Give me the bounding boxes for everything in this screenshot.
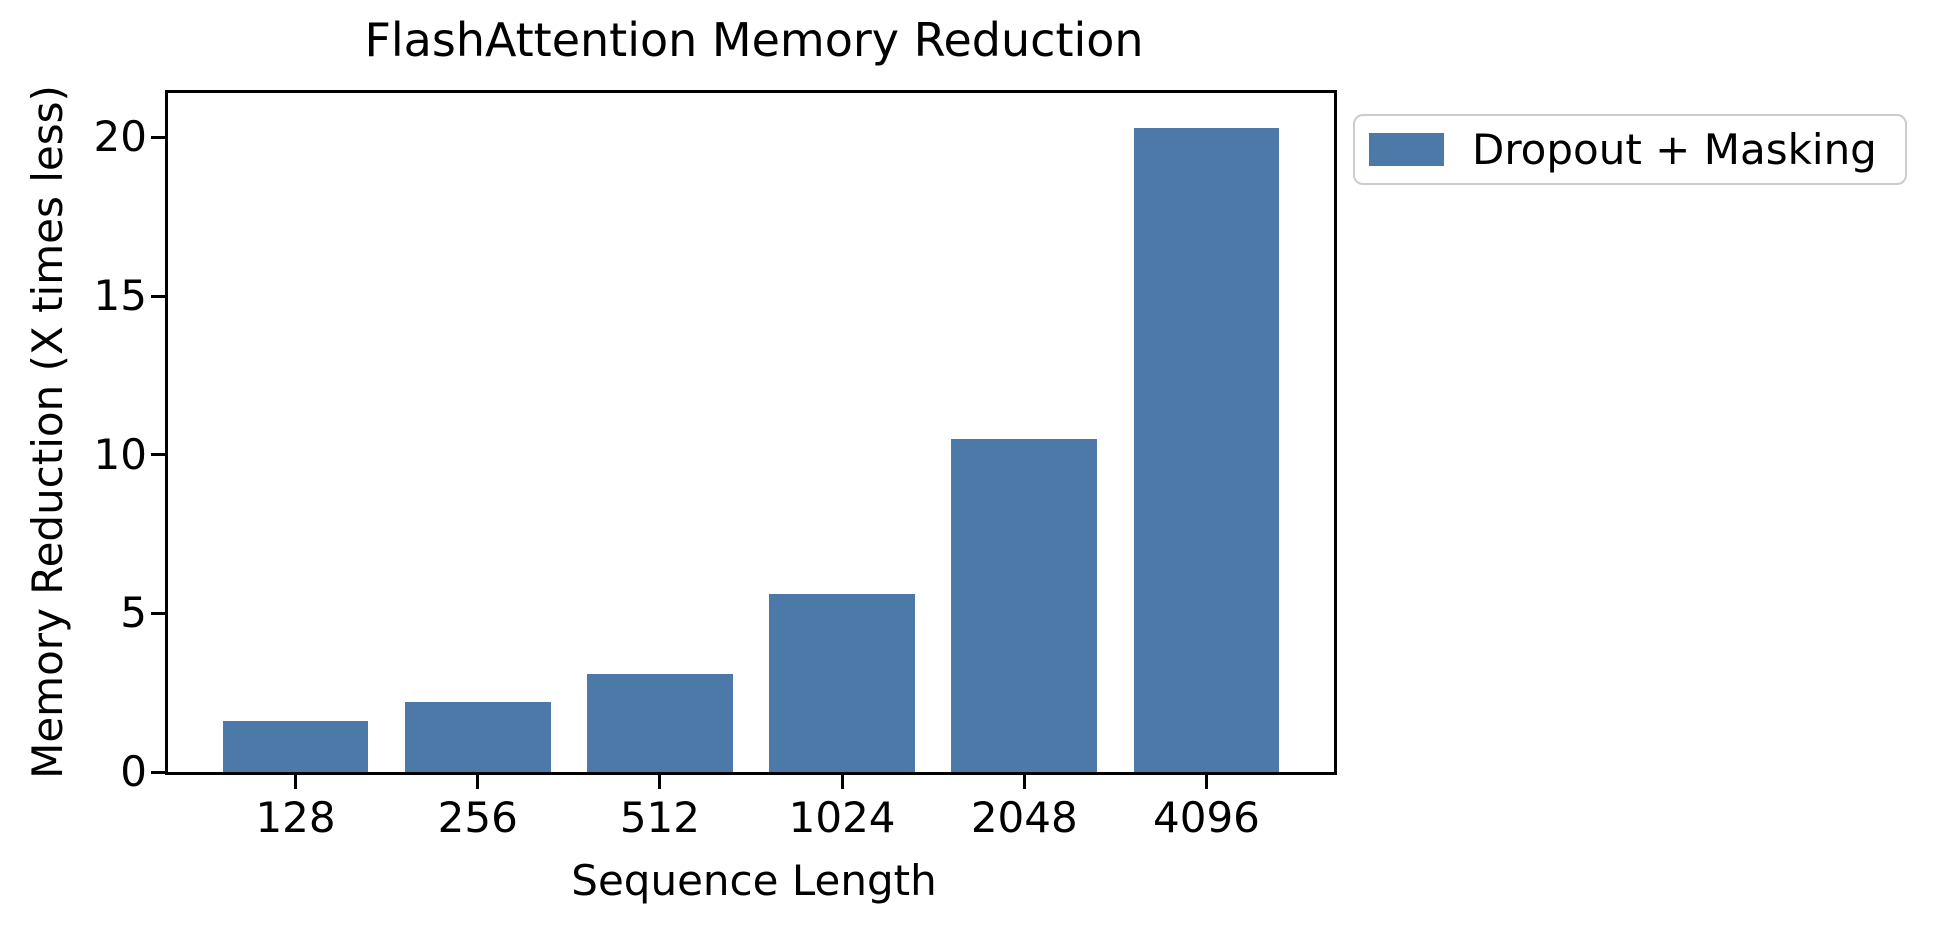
x-axis-label: Sequence Length — [571, 856, 937, 905]
x-tick-label-2048: 2048 — [970, 793, 1078, 842]
y-tick-label-15: 15 — [93, 271, 147, 321]
legend-swatch — [1369, 133, 1444, 166]
legend-entry-label: Dropout + Masking — [1472, 124, 1877, 174]
x-tick-label-512: 512 — [619, 793, 700, 842]
bar-1024 — [769, 594, 915, 772]
chart-title: FlashAttention Memory Reduction — [364, 13, 1144, 67]
y-tick-mark-10 — [151, 453, 165, 457]
plot-area — [165, 90, 1337, 775]
bar-512 — [587, 673, 733, 772]
y-tick-label-20: 20 — [93, 112, 147, 162]
bar-4096 — [1133, 127, 1280, 772]
y-tick-mark-15 — [151, 294, 165, 298]
bar-256 — [404, 702, 551, 772]
x-tick-label-256: 256 — [437, 793, 518, 842]
legend: Dropout + Masking — [1353, 114, 1907, 185]
y-tick-label-0: 0 — [120, 747, 147, 796]
bar-2048 — [951, 438, 1098, 772]
x-tick-mark-128 — [294, 775, 298, 789]
x-tick-label-128: 128 — [255, 793, 336, 842]
y-tick-mark-5 — [151, 611, 165, 615]
y-tick-mark-20 — [151, 135, 165, 139]
x-tick-label-1024: 1024 — [788, 793, 896, 842]
x-tick-mark-4096 — [1204, 775, 1208, 789]
y-tick-label-10: 10 — [93, 429, 147, 479]
x-tick-mark-256 — [476, 775, 480, 789]
x-tick-mark-2048 — [1022, 775, 1026, 789]
x-tick-mark-512 — [658, 775, 662, 789]
y-tick-mark-0 — [151, 770, 165, 774]
bar-128 — [222, 721, 369, 772]
y-tick-label-5: 5 — [120, 588, 147, 638]
x-tick-mark-1024 — [840, 775, 844, 789]
x-tick-label-4096: 4096 — [1153, 793, 1260, 842]
